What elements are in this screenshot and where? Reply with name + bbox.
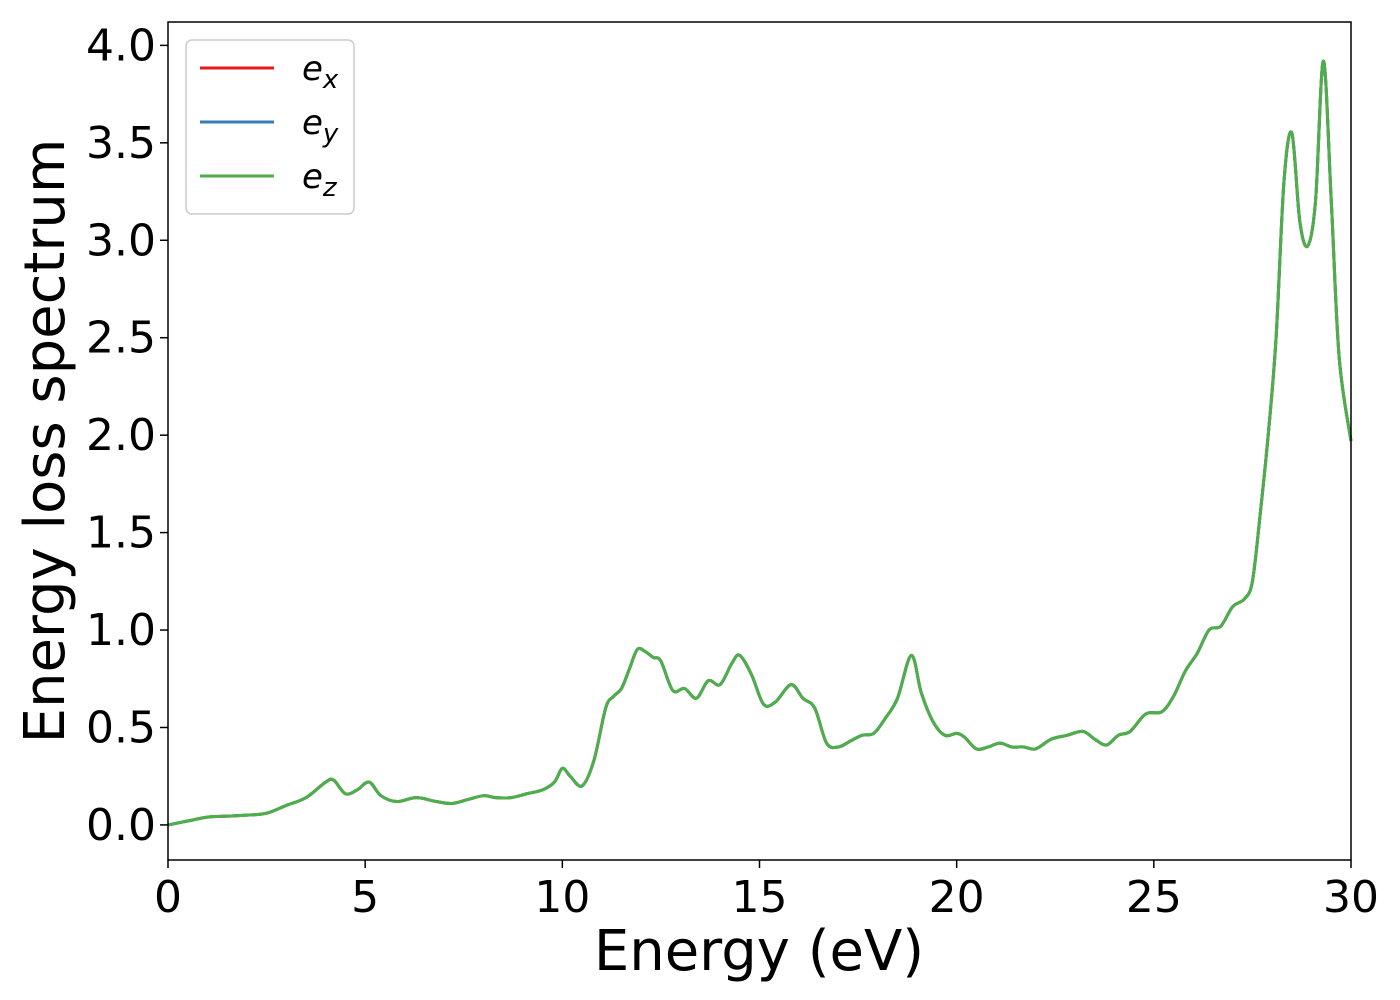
legend-box (185, 39, 355, 215)
y-tick-label: 3.0 (86, 215, 156, 266)
series-layer (167, 59, 1353, 827)
y-tick-label: 3.5 (86, 118, 156, 169)
y-axis-ticks: 0.0 0.5 1.0 1.5 2.0 2.5 3.0 3.5 4.0 (86, 20, 168, 851)
plot-area (168, 22, 1351, 860)
y-tick-label: 0.5 (86, 702, 156, 753)
x-tick-label: 0 (154, 872, 182, 923)
y-tick-label: 0.0 (86, 800, 156, 851)
x-tick-label: 5 (351, 872, 379, 923)
x-tick-label: 15 (732, 872, 788, 923)
legend-label-ey: ey (302, 103, 339, 149)
legend-label-ez: ez (302, 157, 338, 203)
x-tick-label: 20 (929, 872, 985, 923)
legend-label-ex: ex (302, 49, 339, 95)
y-tick-label: 1.0 (86, 605, 156, 656)
y-axis-title: Energy loss spectrum (13, 139, 78, 744)
y-tick-label: 4.0 (86, 20, 156, 71)
y-tick-label: 2.5 (86, 313, 156, 364)
x-axis-title: Energy (eV) (594, 919, 924, 984)
x-tick-label: 10 (534, 872, 590, 923)
x-tick-label: 25 (1126, 872, 1182, 923)
series-line-ez (167, 59, 1353, 827)
y-tick-label: 1.5 (86, 508, 156, 559)
y-tick-label: 2.0 (86, 410, 156, 461)
legend-items: ex ey ez (200, 49, 339, 203)
legend: ex ey ez (185, 39, 355, 215)
x-axis-ticks: 0 5 10 15 20 25 30 (154, 860, 1379, 923)
x-tick-label: 30 (1323, 872, 1379, 923)
